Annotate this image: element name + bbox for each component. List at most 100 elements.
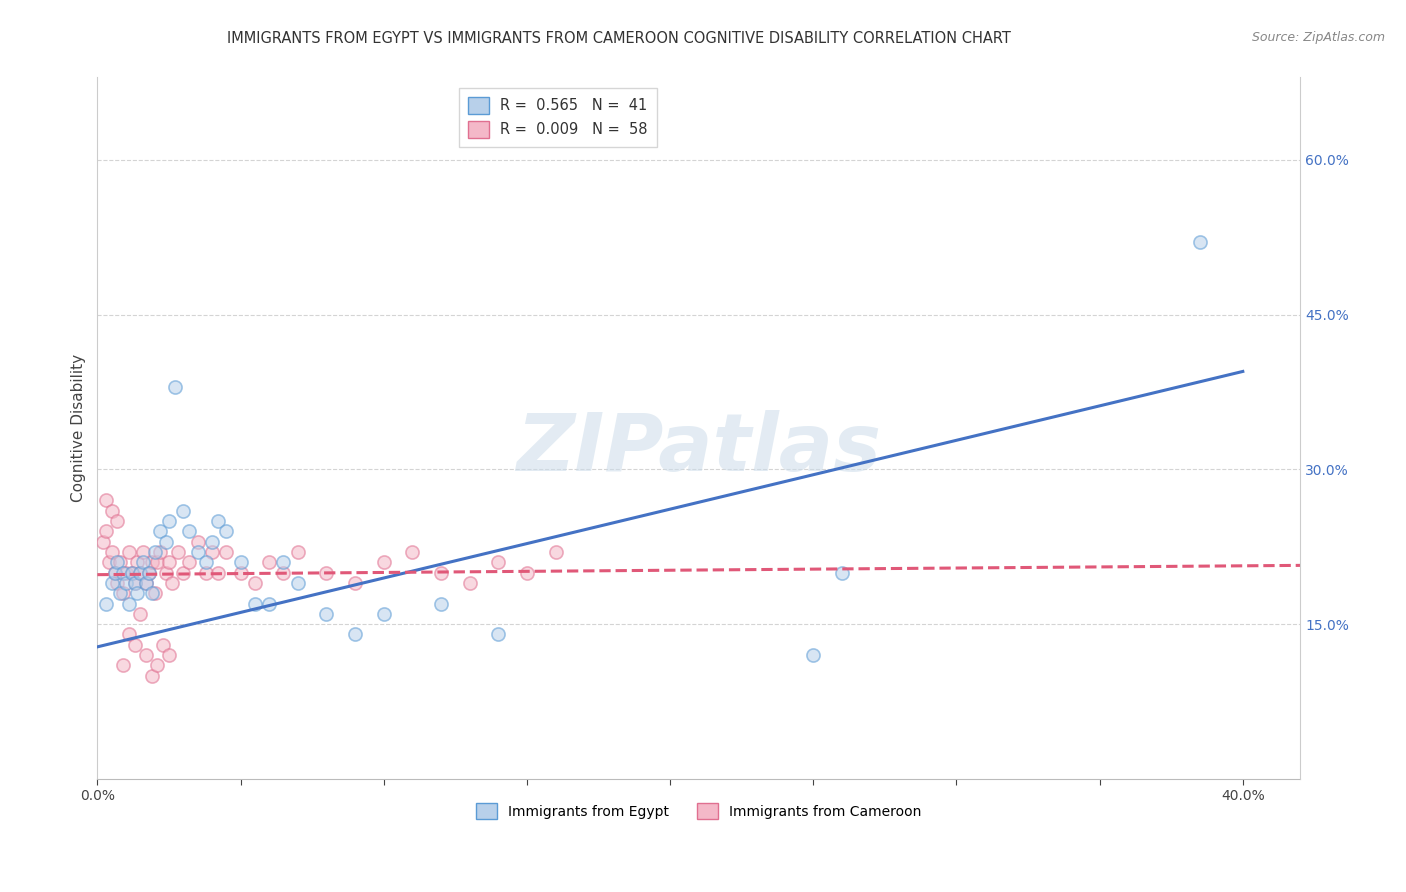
- Legend: Immigrants from Egypt, Immigrants from Cameroon: Immigrants from Egypt, Immigrants from C…: [471, 797, 927, 824]
- Point: [207, 566, 229, 580]
- Point: [100, 575, 122, 590]
- Point: [163, 380, 186, 394]
- Point: [129, 607, 152, 621]
- Point: [127, 586, 149, 600]
- Point: [112, 658, 135, 673]
- Point: [201, 545, 224, 559]
- Point: [105, 555, 128, 569]
- Point: [124, 638, 146, 652]
- Point: [149, 545, 172, 559]
- Point: [138, 566, 160, 580]
- Point: [103, 566, 125, 580]
- Point: [458, 575, 481, 590]
- Point: [273, 566, 295, 580]
- Point: [124, 575, 146, 590]
- Point: [201, 534, 224, 549]
- Point: [132, 555, 155, 569]
- Point: [127, 555, 149, 569]
- Point: [100, 545, 122, 559]
- Point: [105, 575, 128, 590]
- Point: [141, 586, 163, 600]
- Y-axis label: Cognitive Disability: Cognitive Disability: [72, 354, 86, 502]
- Point: [486, 555, 509, 569]
- Point: [544, 545, 567, 559]
- Point: [129, 566, 152, 580]
- Point: [195, 555, 218, 569]
- Point: [135, 648, 157, 662]
- Point: [207, 514, 229, 528]
- Point: [103, 566, 125, 580]
- Point: [100, 504, 122, 518]
- Point: [146, 658, 169, 673]
- Point: [129, 566, 152, 580]
- Point: [166, 545, 188, 559]
- Point: [344, 627, 367, 641]
- Point: [110, 586, 132, 600]
- Point: [172, 504, 194, 518]
- Point: [315, 607, 337, 621]
- Point: [257, 597, 280, 611]
- Point: [146, 555, 169, 569]
- Point: [177, 555, 200, 569]
- Point: [135, 575, 157, 590]
- Point: [430, 597, 453, 611]
- Point: [152, 638, 174, 652]
- Point: [112, 586, 135, 600]
- Point: [141, 669, 163, 683]
- Point: [273, 555, 295, 569]
- Point: [160, 575, 183, 590]
- Point: [121, 566, 143, 580]
- Point: [187, 545, 209, 559]
- Point: [105, 514, 128, 528]
- Point: [118, 627, 141, 641]
- Text: IMMIGRANTS FROM EGYPT VS IMMIGRANTS FROM CAMEROON COGNITIVE DISABILITY CORRELATI: IMMIGRANTS FROM EGYPT VS IMMIGRANTS FROM…: [226, 31, 1011, 46]
- Point: [315, 566, 337, 580]
- Point: [141, 555, 163, 569]
- Point: [149, 524, 172, 539]
- Point: [94, 524, 117, 539]
- Point: [215, 545, 238, 559]
- Point: [373, 607, 395, 621]
- Point: [155, 534, 177, 549]
- Point: [115, 566, 138, 580]
- Point: [91, 534, 114, 549]
- Point: [401, 545, 423, 559]
- Point: [195, 566, 218, 580]
- Point: [187, 534, 209, 549]
- Point: [1188, 235, 1211, 250]
- Point: [155, 566, 177, 580]
- Point: [124, 575, 146, 590]
- Point: [215, 524, 238, 539]
- Point: [373, 555, 395, 569]
- Point: [138, 566, 160, 580]
- Point: [143, 545, 166, 559]
- Point: [486, 627, 509, 641]
- Point: [287, 545, 309, 559]
- Point: [229, 566, 252, 580]
- Point: [97, 555, 120, 569]
- Point: [430, 566, 453, 580]
- Point: [94, 597, 117, 611]
- Point: [801, 648, 824, 662]
- Point: [831, 566, 853, 580]
- Point: [135, 575, 157, 590]
- Text: ZIPatlas: ZIPatlas: [516, 410, 882, 488]
- Point: [177, 524, 200, 539]
- Point: [257, 555, 280, 569]
- Point: [112, 566, 135, 580]
- Point: [243, 597, 266, 611]
- Point: [143, 586, 166, 600]
- Point: [115, 575, 138, 590]
- Point: [157, 648, 180, 662]
- Point: [110, 555, 132, 569]
- Point: [243, 575, 266, 590]
- Point: [287, 575, 309, 590]
- Point: [121, 566, 143, 580]
- Point: [172, 566, 194, 580]
- Point: [516, 566, 538, 580]
- Point: [118, 597, 141, 611]
- Point: [229, 555, 252, 569]
- Point: [157, 555, 180, 569]
- Point: [344, 575, 367, 590]
- Point: [94, 493, 117, 508]
